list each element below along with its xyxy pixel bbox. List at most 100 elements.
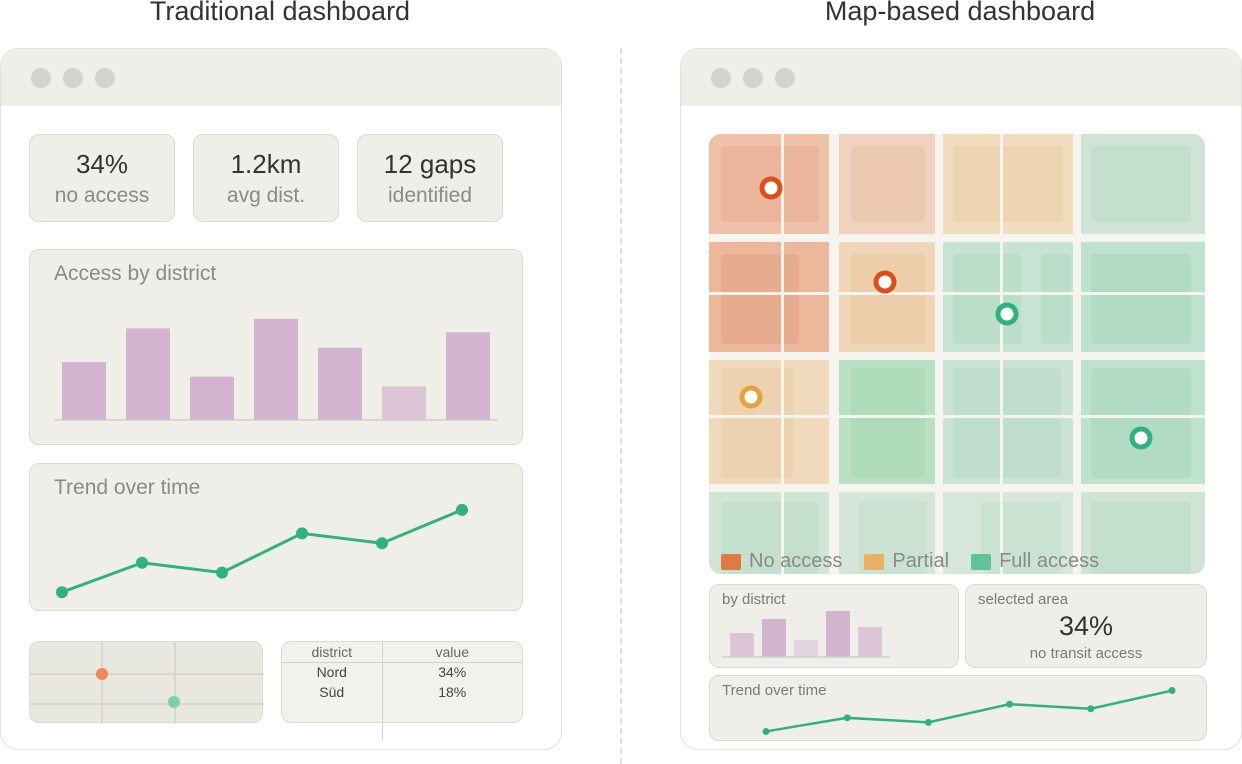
- kpi-value: 12 gaps: [383, 149, 477, 179]
- map-streets: [709, 134, 1205, 574]
- table-header-row: district value: [282, 642, 522, 663]
- trend-over-time-chart: [56, 503, 468, 599]
- trend-point-6: [1168, 687, 1176, 695]
- map-dashboard-window: No access Partial Full access by distric…: [680, 48, 1242, 750]
- window-titlebar: [1, 49, 561, 106]
- bar-3: [794, 640, 818, 657]
- mini-map-card[interactable]: [29, 641, 264, 724]
- access-by-district-chart: [54, 318, 498, 421]
- trend-over-time-card: Trend over time: [29, 463, 523, 611]
- bar-5: [858, 627, 882, 657]
- trend-line: [61, 508, 463, 594]
- bar-4: [254, 318, 298, 420]
- map-marker-no-access[interactable]: [759, 176, 783, 200]
- card-title: by district: [722, 591, 786, 608]
- trend-point-5: [376, 537, 388, 550]
- column-divider: [620, 48, 622, 764]
- right-column-title: Map-based dashboard: [824, 0, 1096, 26]
- bar-2: [762, 619, 786, 657]
- selected-area-card: selected area 34% no transit access: [965, 584, 1207, 668]
- table-row-empty: [282, 702, 522, 740]
- bar-5: [318, 347, 362, 420]
- window-maximize-dot[interactable]: [775, 67, 795, 88]
- bar-4: [826, 611, 850, 657]
- trend-point-3: [924, 718, 932, 726]
- bar-3: [190, 376, 234, 420]
- map-legend: No access Partial Full access: [721, 550, 1099, 573]
- map-markers: [739, 176, 1153, 450]
- trend-point-1: [762, 727, 770, 735]
- card-title: selected area: [978, 591, 1069, 608]
- window-titlebar: [681, 49, 1241, 106]
- trend-point-6: [456, 503, 468, 516]
- trend-point-2: [136, 556, 148, 569]
- trend-point-4: [1006, 700, 1014, 708]
- legend-item-partial[interactable]: Partial: [864, 550, 949, 573]
- kpi-value: 1.2km: [230, 149, 302, 179]
- window-close-dot[interactable]: [31, 67, 51, 88]
- table-cell: Süd: [282, 682, 383, 702]
- district-table-card: district value Nord 34% Süd 18%: [281, 641, 523, 740]
- trend-line: [765, 689, 1173, 733]
- legend-item-no-access[interactable]: No access: [721, 550, 842, 573]
- map-marker-partial[interactable]: [739, 385, 763, 409]
- legend-swatch: [971, 553, 992, 570]
- bar-6: [382, 386, 426, 420]
- kpi-label: identified: [387, 184, 473, 207]
- kpi-label: avg dist.: [226, 184, 306, 207]
- access-map-canvas: [709, 134, 1205, 574]
- kpi-no-access: 34% no access: [29, 134, 175, 222]
- selected-area-value: 34%: [1058, 611, 1114, 641]
- trend-over-time-chart: [762, 687, 1176, 735]
- bar-1: [730, 633, 754, 657]
- trend-point-1: [56, 586, 68, 599]
- card-title: Access by district: [54, 262, 217, 285]
- map-marker-no-access[interactable]: [873, 270, 897, 294]
- selected-area-label: no transit access: [1029, 645, 1143, 662]
- legend-swatch: [721, 553, 741, 570]
- window-minimize-dot[interactable]: [743, 67, 763, 88]
- trend-over-time-card: Trend over time: [709, 675, 1207, 741]
- table-cell: 18%: [438, 684, 467, 700]
- card-title: Trend over time: [722, 682, 827, 699]
- trend-point-2: [843, 714, 851, 722]
- table-cell: 34%: [438, 664, 467, 681]
- map-marker-full-access[interactable]: [1129, 426, 1153, 450]
- map-marker-full-access[interactable]: [995, 302, 1019, 326]
- kpi-label: no access: [54, 184, 150, 207]
- access-by-district-card: Access by district: [29, 249, 523, 445]
- mini-map-marker-orange[interactable]: [96, 668, 108, 680]
- by-district-chart: [722, 611, 890, 658]
- kpi-gaps: 12 gaps identified: [357, 134, 503, 222]
- access-map[interactable]: No access Partial Full access: [709, 134, 1205, 574]
- legend-swatch: [864, 553, 885, 570]
- legend-label: No access: [749, 550, 843, 572]
- table-cell: Nord: [282, 662, 383, 682]
- kpi-value: 34%: [75, 149, 129, 179]
- map-buildings: [721, 146, 1191, 574]
- trend-point-5: [1087, 705, 1095, 713]
- left-column-title: Traditional dashboard: [149, 0, 411, 26]
- bar-1: [62, 362, 106, 420]
- mini-map: [30, 642, 264, 724]
- window-close-dot[interactable]: [711, 67, 731, 88]
- table-row[interactable]: Süd 18%: [282, 682, 522, 702]
- table-row[interactable]: Nord 34%: [282, 662, 522, 682]
- legend-item-full-access[interactable]: Full access: [971, 550, 1099, 573]
- card-title: Trend over time: [54, 476, 201, 499]
- trend-point-4: [296, 527, 308, 540]
- by-district-card: by district: [709, 584, 959, 668]
- bar-7: [446, 332, 490, 420]
- district-table: district value Nord 34% Süd 18%: [282, 642, 522, 740]
- table-header-value: value: [382, 642, 522, 663]
- bar-2: [126, 328, 170, 420]
- window-maximize-dot[interactable]: [95, 67, 115, 88]
- mini-map-marker-green[interactable]: [168, 696, 180, 708]
- legend-label: Full access: [999, 550, 1100, 572]
- traditional-dashboard-window: 34% no access 1.2km avg dist. 12 gaps id…: [0, 48, 562, 750]
- trend-point-3: [216, 566, 228, 579]
- kpi-avg-distance: 1.2km avg dist.: [193, 134, 339, 222]
- legend-label: Partial: [892, 550, 950, 572]
- table-header-district: district: [282, 642, 383, 663]
- window-minimize-dot[interactable]: [63, 67, 83, 88]
